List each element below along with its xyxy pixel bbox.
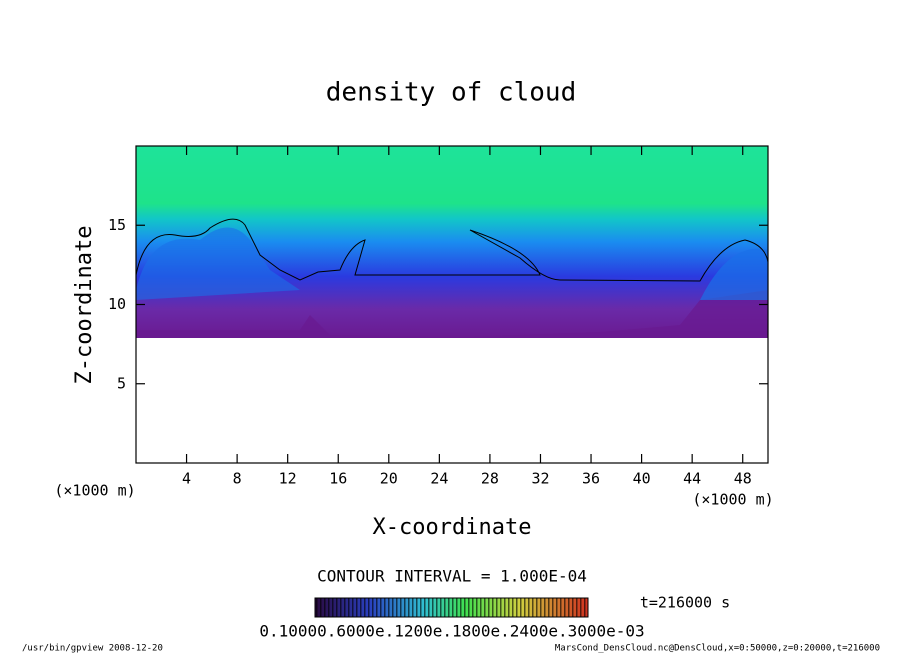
x-unit: (×1000 m) xyxy=(692,491,773,509)
x-tick-label: 16 xyxy=(329,470,347,488)
contour-interval: CONTOUR INTERVAL = 1.000E-04 xyxy=(317,567,587,586)
y-tick-label: 5 xyxy=(117,374,126,392)
x-tick-label: 4 xyxy=(182,470,191,488)
time-label: t=216000 s xyxy=(640,594,730,612)
y-tick-label: 15 xyxy=(108,216,126,234)
x-tick-label: 8 xyxy=(233,470,242,488)
x-tick-label: 12 xyxy=(279,470,297,488)
x-tick-label: 48 xyxy=(734,470,752,488)
x-tick-label: 32 xyxy=(531,470,549,488)
x-tick-label: 20 xyxy=(380,470,398,488)
footer-right: MarsCond_DensCloud.nc@DensCloud,x=0:5000… xyxy=(555,644,880,654)
x-tick-label: 36 xyxy=(582,470,600,488)
y-unit: (×1000 m) xyxy=(54,482,135,500)
footer-left: /usr/bin/gpview 2008-12-20 xyxy=(22,644,163,654)
y-tick-label: 10 xyxy=(108,295,126,313)
x-tick-label: 44 xyxy=(683,470,701,488)
x-tick-label: 24 xyxy=(430,470,448,488)
y-axis-label: Z-coordinate xyxy=(72,226,97,385)
field xyxy=(135,146,769,338)
x-tick-label: 40 xyxy=(633,470,651,488)
x-tick-label: 28 xyxy=(481,470,499,488)
colorbar-frame xyxy=(314,597,589,618)
chart-title: density of cloud xyxy=(326,78,576,108)
colorbar-labels: 0.10000.6000e.1200e.1800e.2400e.3000e-03 xyxy=(259,622,644,641)
x-axis-label: X-coordinate xyxy=(373,515,532,540)
